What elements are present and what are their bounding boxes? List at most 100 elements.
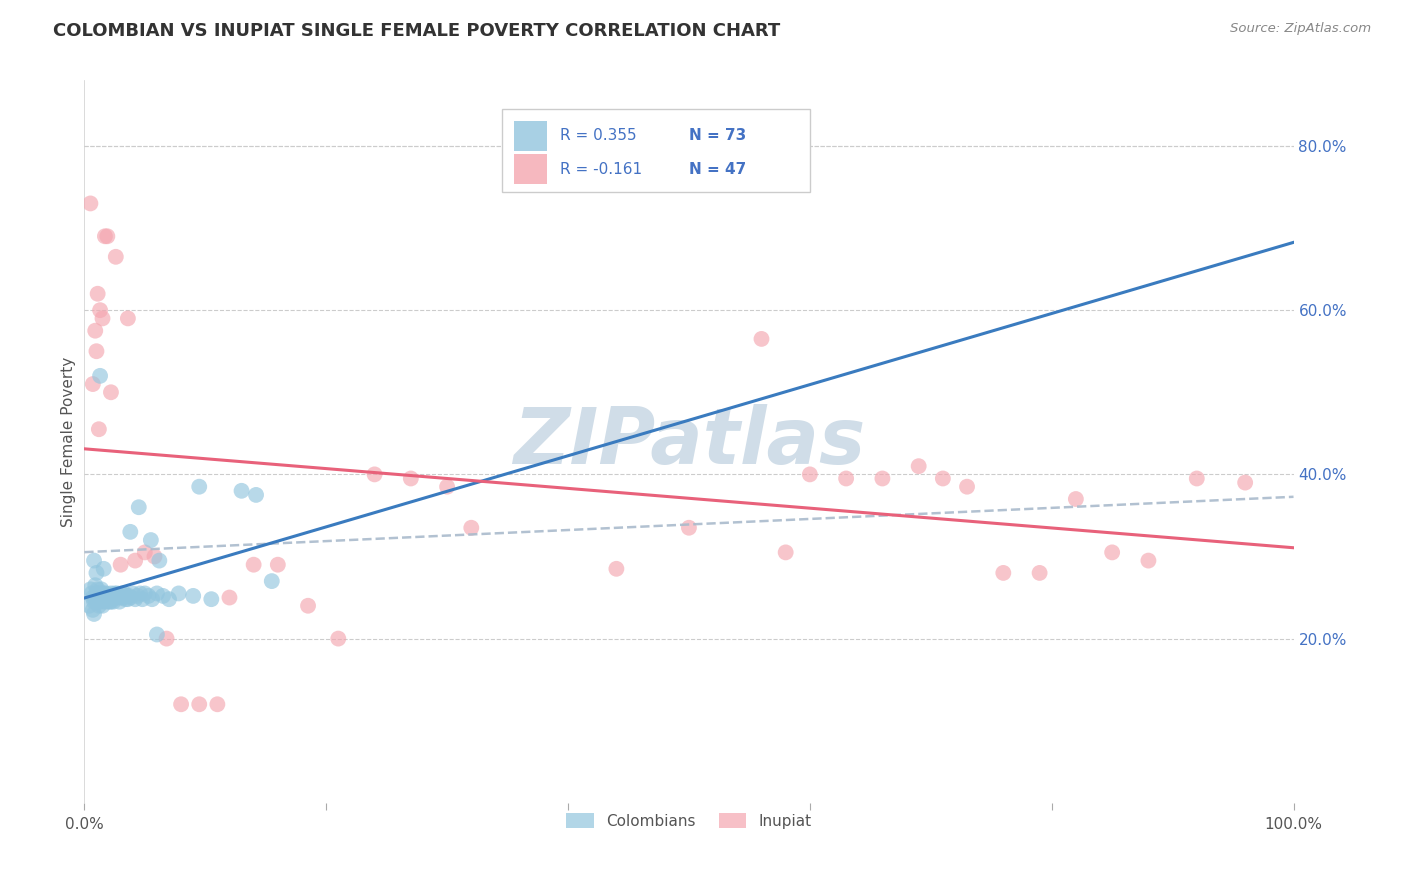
Point [101, 591, 124, 605]
Legend: Colombians, Inupiat: Colombians, Inupiat [561, 806, 817, 835]
Point [143, 549, 166, 564]
Point [139, 533, 162, 547]
Point [96, 594, 118, 608]
Point [86, 586, 108, 600]
FancyBboxPatch shape [502, 109, 810, 193]
FancyBboxPatch shape [513, 120, 547, 151]
Point [104, 250, 127, 264]
Text: COLOMBIAN VS INUPIAT SINGLE FEMALE POVERTY CORRELATION CHART: COLOMBIAN VS INUPIAT SINGLE FEMALE POVER… [53, 22, 780, 40]
Point [103, 594, 125, 608]
Point [146, 627, 169, 641]
Point [157, 592, 180, 607]
Point [134, 545, 156, 559]
Point [1028, 566, 1050, 580]
Point [89, 303, 111, 318]
Point [120, 524, 142, 539]
Point [105, 586, 128, 600]
Point [94, 586, 117, 600]
Point [110, 591, 132, 605]
Point [108, 594, 131, 608]
Point [94, 591, 117, 605]
Point [188, 480, 211, 494]
Point [245, 488, 267, 502]
Point [82, 591, 104, 605]
Point [117, 311, 139, 326]
Point [872, 471, 894, 485]
Point [775, 545, 797, 559]
Point [110, 558, 132, 572]
Point [297, 599, 319, 613]
Point [96, 229, 118, 244]
Point [100, 586, 122, 600]
Point [86, 566, 108, 580]
Point [267, 558, 290, 572]
Point [112, 591, 135, 605]
Point [207, 698, 229, 712]
Point [87, 422, 110, 436]
Point [124, 592, 146, 607]
Point [86, 286, 108, 301]
Point [1064, 491, 1087, 506]
Point [993, 566, 1015, 580]
Point [231, 483, 253, 498]
Point [79, 196, 101, 211]
Point [89, 591, 111, 605]
Point [1234, 475, 1257, 490]
Point [82, 603, 104, 617]
Point [83, 607, 105, 621]
Point [77, 599, 100, 613]
Point [83, 553, 105, 567]
Point [84, 591, 107, 605]
Point [118, 589, 141, 603]
Point [117, 592, 139, 607]
Point [835, 471, 858, 485]
Point [129, 586, 152, 600]
Point [82, 377, 104, 392]
Point [181, 589, 204, 603]
Point [97, 591, 120, 605]
Point [90, 582, 112, 597]
Point [114, 592, 136, 607]
Point [86, 594, 108, 608]
Point [115, 589, 138, 603]
Point [148, 553, 170, 567]
Text: ZIPatlas: ZIPatlas [513, 403, 865, 480]
Point [141, 592, 163, 607]
FancyBboxPatch shape [513, 153, 547, 184]
Point [152, 589, 174, 603]
Point [200, 592, 222, 607]
Point [112, 586, 135, 600]
Text: N = 73: N = 73 [689, 128, 747, 144]
Point [89, 594, 111, 608]
Point [155, 632, 177, 646]
Point [86, 591, 108, 605]
Point [932, 471, 955, 485]
Point [167, 586, 190, 600]
Point [127, 589, 149, 603]
Point [100, 385, 122, 400]
Point [120, 591, 142, 605]
Text: N = 47: N = 47 [689, 161, 747, 177]
Point [138, 589, 160, 603]
Point [104, 591, 127, 605]
Point [80, 586, 103, 600]
Point [91, 311, 114, 326]
Point [170, 698, 193, 712]
Point [328, 632, 350, 646]
Point [91, 599, 114, 613]
Point [260, 574, 283, 588]
Point [1137, 553, 1160, 567]
Text: R = -0.161: R = -0.161 [560, 161, 641, 177]
Point [107, 591, 129, 605]
Point [83, 594, 105, 608]
Point [84, 578, 107, 592]
Point [146, 586, 169, 600]
Point [93, 594, 115, 608]
Point [1185, 471, 1208, 485]
Text: Source: ZipAtlas.com: Source: ZipAtlas.com [1230, 22, 1371, 36]
Point [86, 582, 108, 597]
Point [436, 480, 458, 494]
Point [111, 586, 134, 600]
Point [94, 229, 117, 244]
Point [93, 586, 115, 600]
